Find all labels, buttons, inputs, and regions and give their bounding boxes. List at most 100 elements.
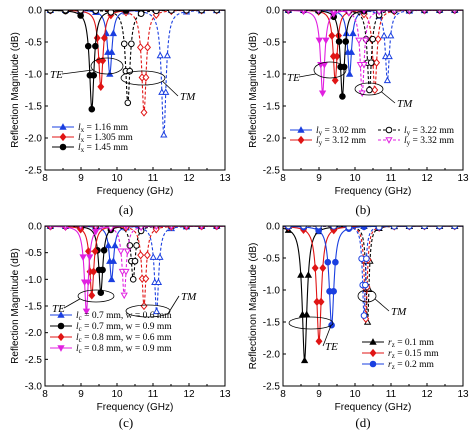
series-line-2-tm (283, 226, 463, 319)
tm-label: TM (397, 98, 413, 110)
x-tick-label: 8 (280, 173, 286, 184)
legend-subscript: y (319, 129, 323, 137)
series-line-2-tm (45, 226, 225, 282)
series-line-2-tm (45, 10, 225, 113)
legend-label: rz = 0.15 mm (388, 349, 439, 360)
series-line-3-te (45, 10, 225, 110)
baseline-marker (375, 226, 383, 231)
y-axis-label: Reflection Magnitude (dB) (248, 32, 259, 148)
data-point-marker (318, 90, 327, 98)
legend-symbol: l (404, 126, 407, 136)
legend-value: = 3.22 mm (410, 126, 454, 136)
data-point-marker (315, 337, 323, 346)
data-point-marker (297, 271, 305, 278)
data-point-marker (383, 76, 392, 84)
legend-symbol: r (388, 349, 392, 359)
x-tick-label: 10 (111, 173, 123, 184)
legend-subscript: c (79, 314, 82, 322)
legend-marker (297, 126, 305, 133)
data-point-marker (311, 263, 319, 273)
data-point-marker (317, 297, 325, 307)
x-tick-label: 11 (386, 389, 397, 400)
baseline-marker (92, 10, 100, 14)
legend-subscript: x (81, 146, 85, 154)
legend-label: ly = 3.02 mm (316, 126, 367, 137)
data-point-marker (86, 254, 94, 261)
legend-subscript: x (81, 136, 85, 144)
data-point-marker (156, 51, 164, 59)
y-tick-label: -1.5 (263, 318, 281, 329)
legend-value: = 0.8 mm, w = 0.6 mm (82, 333, 172, 343)
data-point-marker (374, 34, 382, 44)
y-tick-label: -0.5 (263, 254, 281, 265)
data-point-marker (300, 356, 309, 364)
data-point-marker (128, 40, 135, 48)
legend-marker (369, 348, 377, 358)
data-point-marker (82, 308, 91, 316)
legend-marker (385, 126, 393, 134)
legend-marker (369, 360, 377, 368)
y-tick-label: -2.5 (263, 382, 281, 393)
x-axis-label: Frequency (GHz) (335, 186, 412, 197)
data-point-marker (342, 38, 350, 45)
legend-label: ly = 3.12 mm (316, 136, 367, 147)
data-point-marker (79, 254, 87, 261)
legend-value: = 3.32 mm (410, 136, 454, 146)
chart-panel-1: 8 9 10 11 12 13 0.0 -0.5 -1.0 -1.5 -2.0 -2.5 Frequen… (10, 6, 231, 218)
curves (45, 226, 225, 316)
x-tick-label: 8 (42, 173, 48, 184)
tm-ellipse (357, 289, 377, 303)
legend-marker (57, 332, 65, 342)
legend-marker (59, 123, 67, 130)
tm-label: TM (391, 306, 407, 318)
baseline-marker (345, 226, 353, 231)
panel-caption: (c) (119, 415, 133, 430)
series-line-1-te (45, 10, 225, 76)
baseline-marker (316, 10, 321, 15)
te-ellipse (313, 61, 347, 79)
tm-arrow (381, 91, 396, 104)
legend-symbol: r (388, 338, 392, 348)
legend-symbol: l (316, 126, 319, 136)
x-tick-label: 12 (421, 389, 433, 400)
legend-symbol: l (76, 322, 79, 332)
data-point-marker (90, 72, 98, 79)
x-tick-label: 11 (148, 173, 159, 184)
baseline-marker (331, 10, 337, 15)
legend-value: = 3.12 mm (322, 136, 366, 146)
data-point-marker (369, 35, 377, 43)
data-point-marker (363, 255, 370, 262)
x-axis-label: Frequency (GHz) (335, 402, 412, 413)
baseline-marker (360, 226, 368, 231)
data-point-marker (100, 247, 108, 254)
curves (283, 10, 463, 100)
legend-subscript: y (407, 129, 411, 137)
baseline-marker (138, 226, 145, 232)
legend-value: = 0.8 mm, w = 0.9 mm (82, 344, 172, 354)
panel-caption: (b) (355, 202, 370, 217)
data-point-marker (140, 108, 148, 117)
panel-caption: (d) (355, 415, 370, 430)
te-arrow (61, 69, 93, 75)
y-tick-label: -2.0 (263, 350, 281, 361)
legend-value: = 3.02 mm (322, 126, 366, 136)
x-tick-label: 13 (457, 173, 469, 184)
baseline-marker (407, 10, 412, 15)
data-point-marker (298, 310, 307, 318)
legend-label: ly = 3.22 mm (404, 126, 455, 137)
data-point-marker (332, 258, 339, 266)
tm-arrow (167, 295, 180, 315)
data-point-marker (156, 253, 164, 260)
legend-symbol: l (404, 136, 407, 146)
y-tick-label: -1.5 (25, 302, 43, 313)
y-tick-label: -1.0 (263, 70, 281, 81)
data-point-marker (108, 48, 116, 55)
legend-symbol: l (78, 123, 81, 133)
data-point-marker (107, 275, 116, 283)
legend-label: lc = 0.8 mm, w = 0.6 mm (76, 333, 172, 344)
